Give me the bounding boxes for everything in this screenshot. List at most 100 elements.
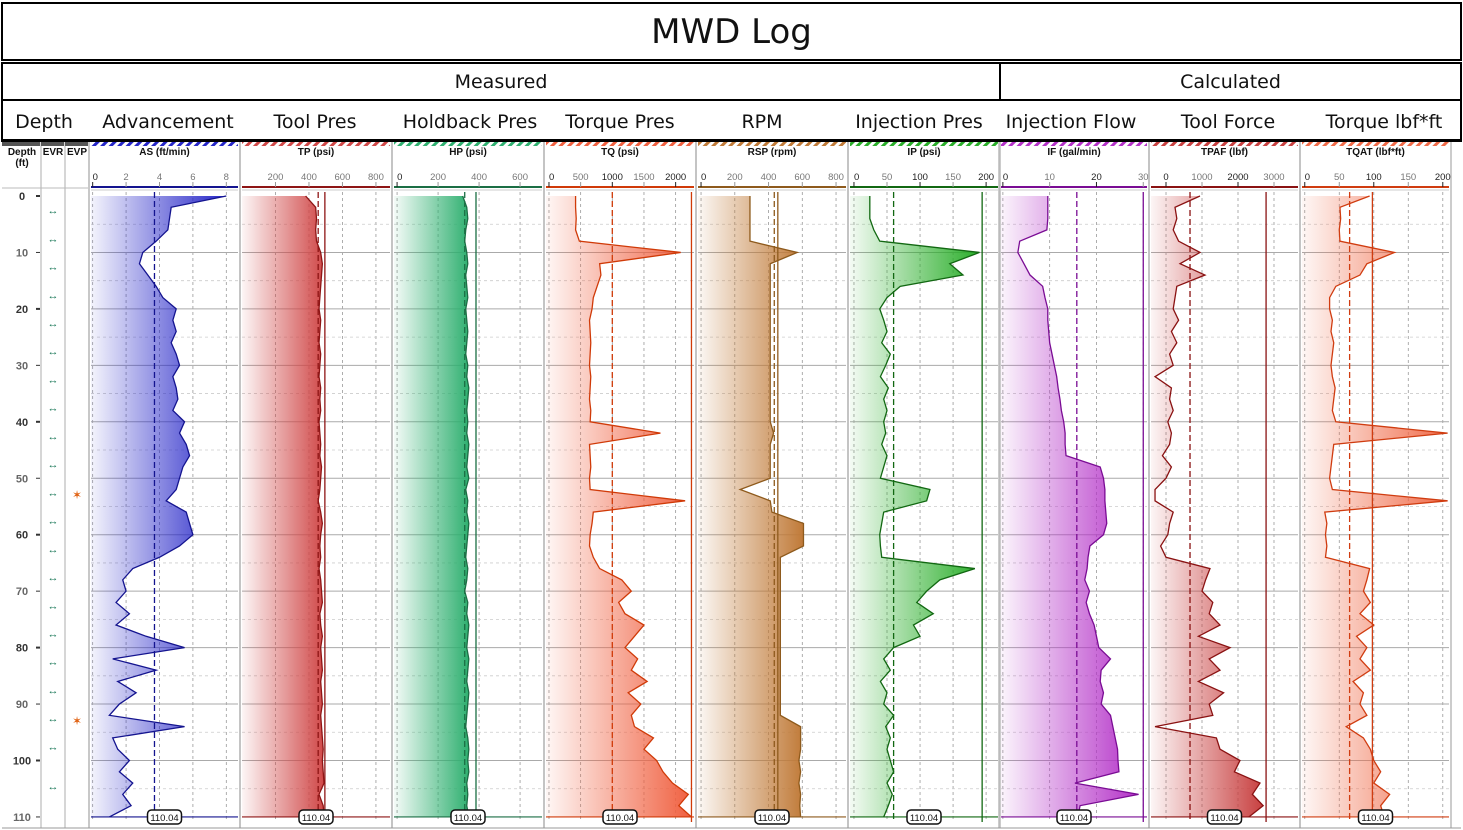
axis-tick-label: 0 (93, 172, 98, 183)
track-6: IP (psi) 0 50 100 150 200 110.04 (847, 142, 1001, 828)
evr-header: EVR (43, 147, 64, 158)
double-arrow-icon: ↔ (48, 713, 59, 725)
bottom-depth-label: 110.04 (302, 813, 330, 824)
bottom-depth-label: 110.04 (910, 813, 938, 824)
axis-tick-label: 0 (701, 172, 706, 183)
bottom-depth-badge (298, 809, 334, 825)
axis-tick-label: 30 (1138, 172, 1149, 183)
depth-label: 40 (16, 417, 28, 429)
bottom-depth-label: 110.04 (1361, 813, 1389, 824)
axis-tick-label: 200 (978, 172, 994, 183)
track-header-stripe (546, 142, 694, 146)
track-names-row: Depth Advancement Tool Pres Holdback Pre… (1, 101, 1462, 142)
track-5: RSP (rpm) 0 200 400 600 800 110.04 (695, 142, 849, 828)
axis-tick-label: 0 (1163, 172, 1168, 183)
track-9: TQAT (lbf*ft) 0 50 100 150 200 110.04 (1299, 142, 1452, 828)
track-4: TQ (psi) 0 500 1000 1500 2000 110.04 (543, 142, 697, 828)
track-name-torque-pres: Torque Pres (565, 111, 675, 133)
depth-label: 50 (16, 473, 28, 485)
depth-label: 30 (16, 360, 28, 372)
column-header-stripe (2, 142, 40, 146)
axis-tick-label: 50 (1334, 172, 1345, 183)
double-arrow-icon: ↔ (48, 572, 59, 584)
axis-tick-label: 4 (157, 172, 162, 183)
track-header-stripe (242, 142, 390, 146)
axis-tick-label: 50 (882, 172, 893, 183)
bottom-depth-label: 110.04 (758, 813, 786, 824)
track-fill (394, 196, 469, 817)
track-mnemonic: TQ (psi) (601, 147, 639, 158)
depth-header-line2: (ft) (15, 158, 28, 169)
track-fill (91, 196, 227, 817)
axis-tick-label: 2 (123, 172, 128, 183)
bottom-depth-label: 110.04 (606, 813, 634, 824)
track-mnemonic: AS (ft/min) (139, 147, 190, 158)
double-arrow-icon: ↔ (48, 459, 59, 471)
track-curve (1324, 195, 1448, 818)
axis-tick-label: 10 (1044, 172, 1055, 183)
bottom-depth-badge (754, 809, 790, 825)
double-arrow-icon: ↔ (48, 205, 59, 217)
track-name-holdback-pres: Holdback Pres (402, 111, 538, 133)
depth-label: 60 (16, 530, 28, 542)
double-arrow-icon: ↔ (48, 403, 59, 415)
track-2: TP (psi) 200 400 600 800 110.04 (239, 142, 393, 828)
depth-label: 80 (16, 643, 28, 655)
bottom-depth-badge (602, 809, 638, 825)
star-icon: ✶ (72, 488, 82, 502)
track-name-advancement: Advancement (102, 111, 234, 133)
double-arrow-icon: ↔ (48, 262, 59, 274)
track-fill (1302, 196, 1448, 817)
double-arrow-icon: ↔ (48, 657, 59, 669)
axis-tick-label: 800 (368, 172, 384, 183)
track-1: AS (ft/min) 0 2 4 6 8 110.04 (88, 142, 241, 828)
depth-label: 90 (16, 699, 28, 711)
track-mnemonic: TQAT (lbf*ft) (1346, 147, 1405, 158)
track-name-tool-force: Tool Force (1180, 111, 1276, 133)
track-curve (462, 195, 470, 818)
depth-header-line1: Depth (8, 147, 36, 158)
track-fill (242, 196, 325, 817)
track-fill (1001, 196, 1139, 817)
column-header-stripe (65, 142, 88, 146)
track-header-stripe (1151, 142, 1298, 146)
axis-tick-label: 3000 (1263, 172, 1284, 183)
bottom-depth-badge (1056, 809, 1092, 825)
double-arrow-icon: ↔ (48, 516, 59, 528)
log-title: MWD Log (1, 2, 1462, 61)
track-header-stripe (850, 142, 998, 146)
depth-label: 110 (13, 812, 31, 824)
track-header-stripe (1001, 142, 1147, 146)
track-header-stripe (394, 142, 542, 146)
track-mnemonic: IF (gal/min) (1047, 147, 1100, 158)
track-curve (869, 196, 980, 818)
group-calculated: Calculated (999, 62, 1462, 101)
axis-tick-label: 1000 (602, 172, 623, 183)
bottom-depth-badge (906, 809, 942, 825)
axis-tick-label: 8 (224, 172, 229, 183)
track-header-stripe (91, 142, 238, 146)
track-mnemonic: IP (psi) (907, 147, 940, 158)
axis-tick-label: 2000 (665, 172, 686, 183)
track-mnemonic: HP (psi) (449, 147, 487, 158)
axis-tick-label: 200 (727, 172, 743, 183)
track-3: HP (psi) 0 200 400 600 110.04 (391, 142, 545, 828)
axis-tick-label: 400 (761, 172, 777, 183)
axis-tick-label: 400 (471, 172, 487, 183)
track-name-depth: Depth (15, 111, 73, 133)
double-arrow-icon: ↔ (48, 346, 59, 358)
depth-label: 70 (16, 586, 28, 598)
axis-tick-label: 600 (335, 172, 351, 183)
double-arrow-icon: ↔ (48, 628, 59, 640)
track-8: TPAF (lbf) 0 1000 2000 3000 110.04 (1148, 142, 1301, 828)
track-fill (698, 196, 804, 817)
track-name-torque-lbf-ft: Torque lbf*ft (1325, 111, 1443, 133)
axis-tick-label: 6 (190, 172, 195, 183)
track-name-injection-pres: Injection Pres (855, 111, 983, 133)
track-curve (738, 196, 805, 817)
axis-tick-label: 600 (512, 172, 528, 183)
axis-tick-label: 500 (573, 172, 589, 183)
double-arrow-icon: ↔ (48, 685, 59, 697)
track-header-stripe (1302, 142, 1449, 146)
bottom-depth-badge (1357, 809, 1394, 825)
